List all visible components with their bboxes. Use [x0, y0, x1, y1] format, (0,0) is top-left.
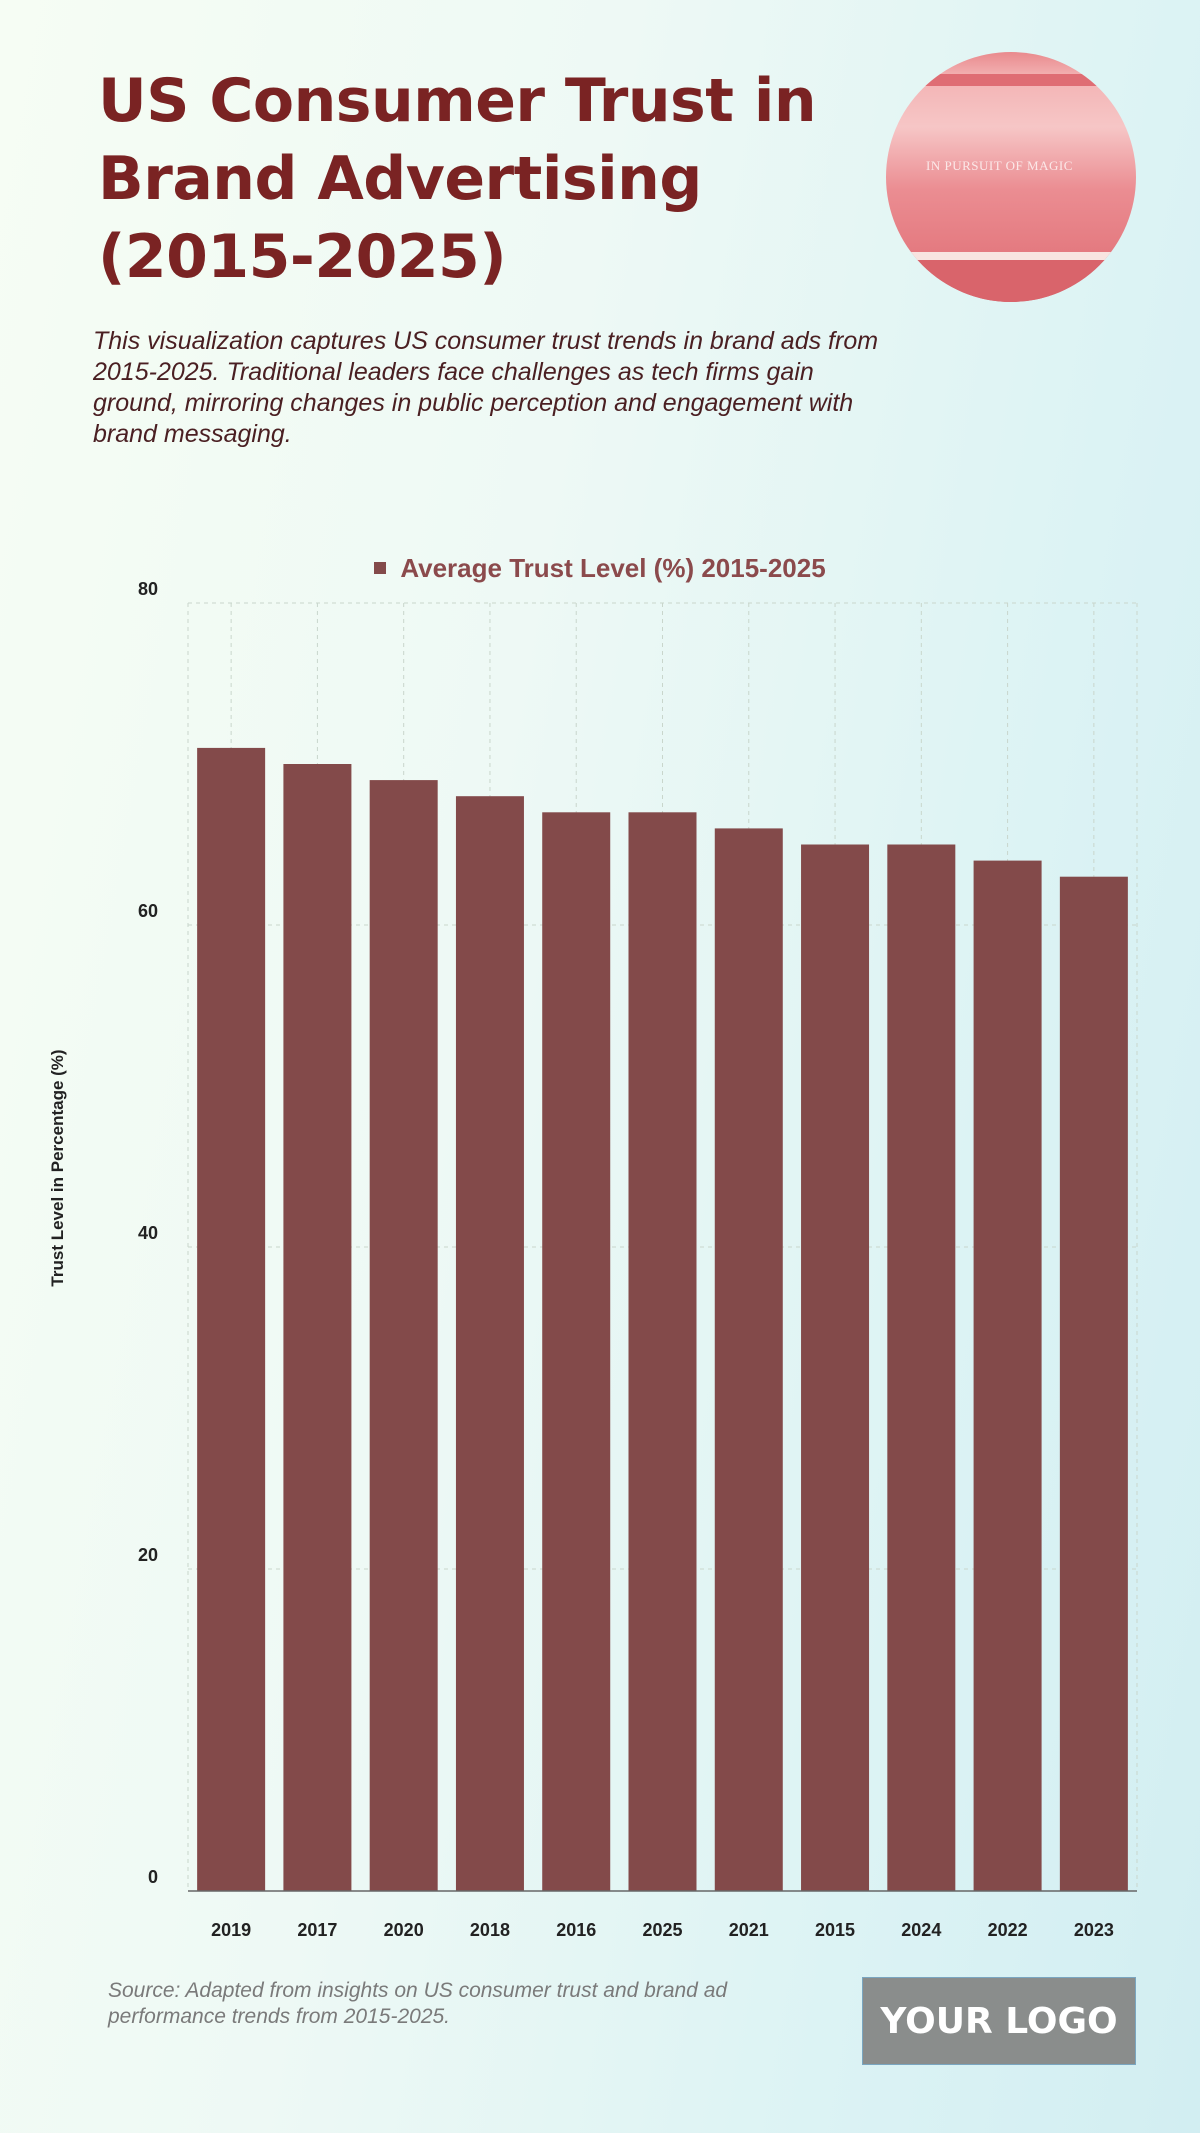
y-tick-label: 20 — [138, 1545, 158, 1565]
logo-placeholder: YOUR LOGO — [862, 1977, 1136, 2065]
x-tick-label: 2019 — [211, 1920, 251, 1940]
source-note: Source: Adapted from insights on US cons… — [108, 1979, 728, 2028]
x-tick-label: 2023 — [1074, 1920, 1114, 1940]
chart-legend: Average Trust Level (%) 2015-2025 — [0, 553, 1200, 584]
x-tick-label: 2020 — [384, 1920, 424, 1940]
y-tick-label: 40 — [138, 1223, 158, 1243]
bar-2016 — [542, 812, 611, 1891]
description: This visualization captures US consumer … — [93, 327, 879, 448]
bar-2025 — [628, 812, 697, 1891]
x-tick-label: 2025 — [642, 1920, 682, 1940]
x-tick-label: 2017 — [297, 1920, 337, 1940]
x-tick-label: 2015 — [815, 1920, 855, 1940]
legend-swatch — [374, 562, 387, 575]
photo-caption: IN PURSUIT OF MAGIC — [926, 158, 1073, 173]
bar-2024 — [887, 844, 956, 1891]
page-title: US Consumer Trust in Brand Advertising (… — [98, 66, 817, 292]
legend-label: Average Trust Level (%) 2015-2025 — [400, 553, 826, 583]
header-photo: IN PURSUIT OF MAGIC — [886, 52, 1136, 302]
x-tick-label: 2021 — [729, 1920, 769, 1940]
y-tick-label: 80 — [138, 579, 158, 599]
bar-2020 — [369, 780, 438, 1891]
bar-2017 — [283, 764, 352, 1891]
bar-2022 — [973, 860, 1042, 1891]
x-tick-label: 2022 — [988, 1920, 1028, 1940]
y-tick-label: 60 — [138, 901, 158, 921]
bar-2018 — [455, 796, 524, 1892]
x-tick-label: 2024 — [901, 1920, 941, 1940]
x-tick-label: 2016 — [556, 1920, 596, 1940]
bar-2021 — [714, 828, 783, 1891]
bar-2015 — [801, 844, 870, 1891]
y-tick-label: 0 — [148, 1867, 158, 1887]
y-axis-title: Trust Level in Percentage (%) — [48, 1049, 67, 1286]
bar-2023 — [1059, 876, 1128, 1891]
bar-2019 — [197, 747, 266, 1891]
x-tick-label: 2018 — [470, 1920, 510, 1940]
